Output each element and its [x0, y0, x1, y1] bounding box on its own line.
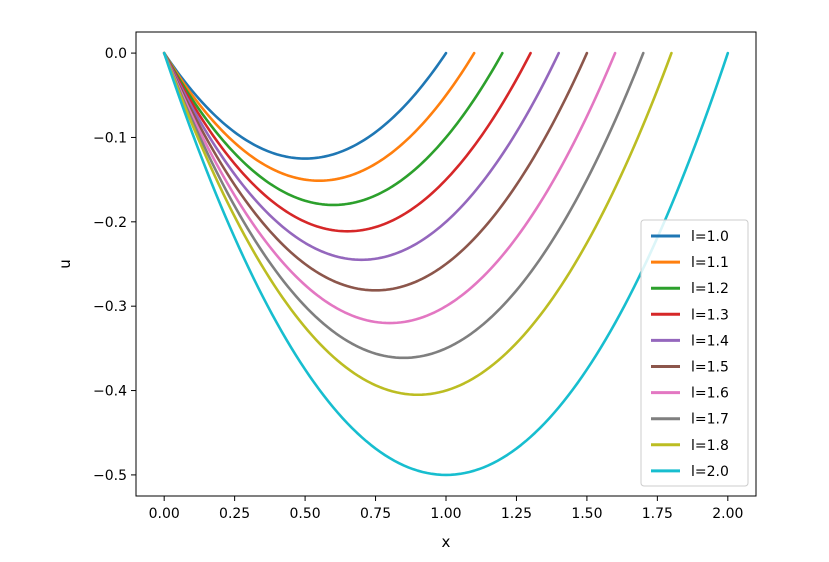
series-line-4 — [162, 51, 561, 262]
y-tick-label: −0.2 — [93, 215, 127, 231]
series-line-7 — [162, 51, 645, 360]
legend: l=1.0 l=1.1 l=1.2 l=1.3 l=1.4 l=1.5 l=1.6 l=1.7… — [640, 219, 749, 487]
legend-items: l=1.0 l=1.1 l=1.2 l=1.3 l=1.4 l=1.5 l=1.6 l=1.7… — [651, 229, 729, 480]
y-axis-label: u — [56, 259, 74, 269]
y-tick-label: −0.5 — [93, 468, 127, 484]
series-line-9 — [162, 51, 730, 477]
y-tick-label: 0.0 — [105, 46, 127, 62]
legend-label: l=1.0 — [691, 229, 729, 245]
legend-label: l=1.1 — [691, 255, 729, 271]
series-line-2 — [162, 51, 504, 207]
legend-label: l=1.6 — [691, 386, 729, 402]
series-line-0 — [162, 51, 448, 160]
x-tick-label: 0.25 — [219, 506, 250, 522]
x-tick-label: 0.00 — [149, 506, 180, 522]
series-line-1 — [162, 51, 476, 182]
y-tick-label: −0.1 — [93, 130, 127, 146]
x-tick-label: 0.75 — [360, 506, 391, 522]
curves-group — [162, 51, 730, 477]
x-tick-label: 2.00 — [712, 506, 743, 522]
x-tick-label: 0.50 — [290, 506, 321, 522]
legend-label: l=1.5 — [691, 360, 729, 376]
legend-label: l=1.8 — [691, 438, 729, 454]
legend-label: l=1.2 — [691, 281, 729, 297]
legend-label: l=1.7 — [691, 412, 729, 428]
x-tick-label: 1.50 — [571, 506, 602, 522]
y-axis-ticks: 0.0 −0.1 −0.2 −0.3 −0.4 −0.5 — [93, 46, 136, 484]
x-tick-label: 1.00 — [430, 506, 461, 522]
legend-label: l=2.0 — [691, 464, 729, 480]
y-tick-label: −0.3 — [93, 299, 127, 315]
series-line-3 — [162, 51, 532, 233]
x-tick-label: 1.75 — [642, 506, 673, 522]
legend-label: l=1.3 — [691, 307, 729, 323]
y-tick-label: −0.4 — [93, 384, 127, 400]
x-tick-label: 1.25 — [501, 506, 532, 522]
x-axis-ticks: 0.00 0.25 0.50 0.75 1.00 1.25 1.50 1.75 2.00 — [149, 496, 743, 522]
series-line-8 — [162, 51, 673, 397]
x-axis-label: x — [442, 533, 451, 551]
series-line-5 — [162, 51, 589, 292]
legend-label: l=1.4 — [691, 333, 729, 349]
series-line-6 — [162, 51, 617, 325]
